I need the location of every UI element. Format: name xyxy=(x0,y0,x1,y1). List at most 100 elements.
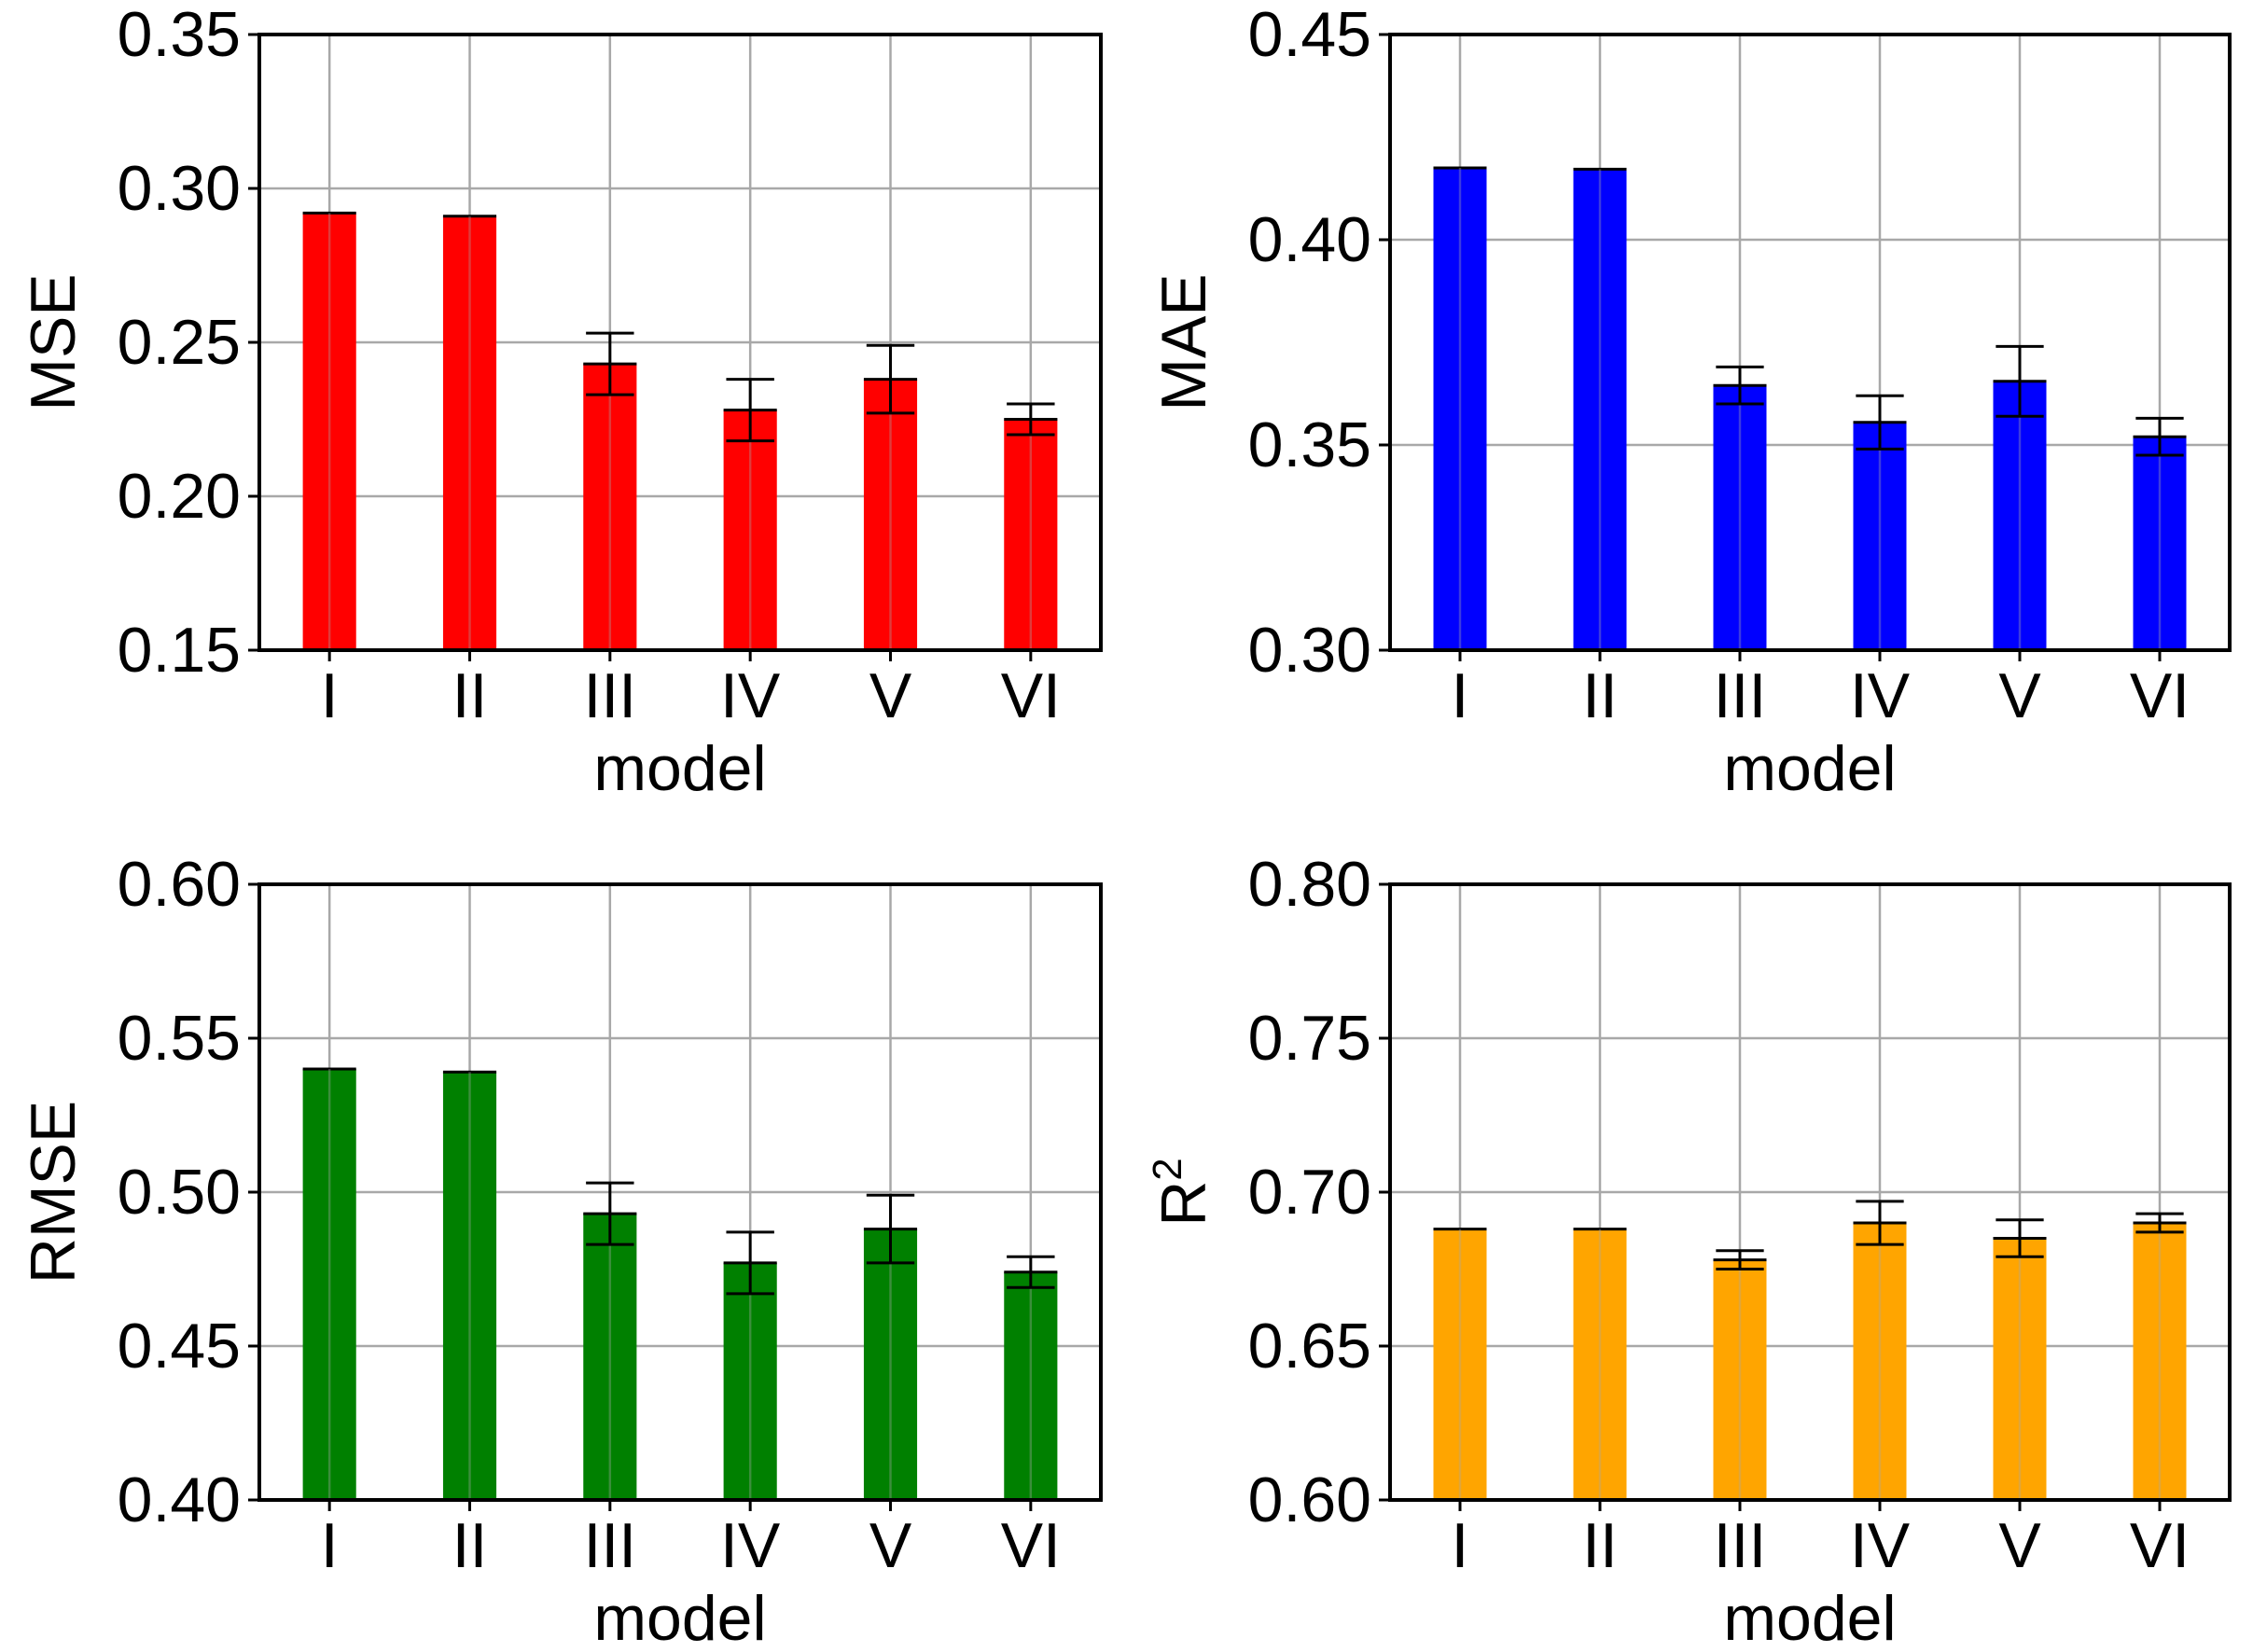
xtick-label-rmse-I: I xyxy=(321,1510,339,1581)
bar-rmse-I xyxy=(302,1069,356,1500)
xtick-label-mse-I: I xyxy=(321,660,339,731)
ytick-label-mse-2: 0.25 xyxy=(118,307,241,378)
xtick-label-r2-III: III xyxy=(1714,1510,1767,1581)
xtick-label-mse-IV: IV xyxy=(720,660,781,731)
xtick-label-mse-III: III xyxy=(583,660,636,731)
ytick-label-mse-1: 0.20 xyxy=(118,461,241,532)
bar-rmse-II xyxy=(442,1072,497,1500)
ylabel-mae: MAE xyxy=(1148,273,1219,410)
xtick-label-mae-V: V xyxy=(1998,660,2041,731)
xtick-label-rmse-VI: VI xyxy=(1001,1510,1061,1581)
xtick-label-mae-VI: VI xyxy=(2130,660,2190,731)
yticks-rmse: 0.40 0.45 0.50 0.55 0.60 xyxy=(118,849,259,1535)
bars-r2 xyxy=(1433,1221,2187,1500)
grid-r2 xyxy=(1390,882,2230,1502)
xtick-label-rmse-V: V xyxy=(869,1510,912,1581)
xticks-mae: I II III IV V VI xyxy=(1452,650,2190,731)
bar-mse-II xyxy=(442,215,497,650)
xlabel-r2: model xyxy=(1723,1583,1896,1652)
ylabel-r2-base: R xyxy=(1148,1181,1219,1227)
ytick-label-mse-0: 0.15 xyxy=(118,615,241,686)
bar-mse-I xyxy=(302,213,356,650)
bar-mae-I xyxy=(1433,168,1487,650)
bar-r2-V xyxy=(1993,1238,2047,1500)
xtick-label-mse-II: II xyxy=(452,660,488,731)
xtick-label-mae-I: I xyxy=(1452,660,1469,731)
xlabel-mse: model xyxy=(593,733,766,804)
ytick-label-rmse-3: 0.55 xyxy=(118,1003,241,1074)
ytick-label-r2-4: 0.80 xyxy=(1248,849,1371,920)
xtick-label-rmse-II: II xyxy=(452,1510,488,1581)
grid-overlay-rmse xyxy=(327,1069,1033,1500)
xtick-label-r2-VI: VI xyxy=(2130,1510,2190,1581)
xtick-label-r2-II: II xyxy=(1582,1510,1618,1581)
bar-mse-VI xyxy=(1004,419,1058,650)
yticks-mse: 0.15 0.20 0.25 0.30 0.35 xyxy=(118,0,259,686)
grid-mae xyxy=(1390,33,2230,652)
bar-mae-III xyxy=(1713,385,1767,650)
bar-r2-IV xyxy=(1853,1223,1907,1500)
xlabel-rmse: model xyxy=(593,1583,766,1652)
xtick-label-r2-V: V xyxy=(1998,1510,2041,1581)
xticks-mse: I II III IV V VI xyxy=(321,650,1061,731)
bar-mae-II xyxy=(1573,169,1627,650)
bars-mae xyxy=(1433,166,2187,650)
grid-overlay-r2 xyxy=(1458,1223,2162,1500)
ytick-label-rmse-1: 0.45 xyxy=(118,1311,241,1381)
ytick-label-mse-3: 0.30 xyxy=(118,153,241,224)
ytick-label-mae-3: 0.45 xyxy=(1248,0,1371,70)
xtick-label-mse-V: V xyxy=(869,660,912,731)
bar-rmse-VI xyxy=(1004,1271,1058,1500)
bar-rmse-III xyxy=(583,1214,637,1500)
grid-overlay-mse xyxy=(327,213,1033,650)
grid-mse xyxy=(259,33,1101,652)
xtick-label-mae-II: II xyxy=(1582,660,1618,731)
grid-rmse xyxy=(259,882,1101,1502)
ylabel-mse: MSE xyxy=(18,273,89,410)
bar-r2-VI xyxy=(2133,1223,2187,1500)
ytick-label-r2-3: 0.75 xyxy=(1248,1003,1371,1074)
ylabel-rmse: RMSE xyxy=(18,1101,89,1284)
xtick-label-rmse-III: III xyxy=(583,1510,636,1581)
bars-mse xyxy=(302,211,1058,650)
errorbars-rmse xyxy=(586,1181,1055,1296)
ylabel-r2-sup: 2 xyxy=(1145,1158,1190,1180)
ytick-label-rmse-0: 0.40 xyxy=(118,1465,241,1535)
xticks-rmse: I II III IV V VI xyxy=(321,1500,1061,1581)
bar-mse-IV xyxy=(723,410,777,650)
yticks-mae: 0.30 0.35 0.40 0.45 xyxy=(1248,0,1390,686)
bar-mae-IV xyxy=(1853,422,1907,650)
bar-mae-VI xyxy=(2133,437,2187,650)
ytick-label-mae-0: 0.30 xyxy=(1248,615,1371,686)
xtick-label-r2-I: I xyxy=(1452,1510,1469,1581)
bars-rmse xyxy=(302,1067,1058,1500)
errorbars-mae xyxy=(1716,344,2184,457)
xtick-label-mae-IV: IV xyxy=(1850,660,1911,731)
bar-rmse-IV xyxy=(723,1262,777,1500)
xtick-label-rmse-IV: IV xyxy=(720,1510,781,1581)
bar-mse-V xyxy=(863,379,918,650)
bar-rmse-V xyxy=(863,1229,918,1500)
ytick-label-r2-1: 0.65 xyxy=(1248,1311,1371,1381)
ytick-label-mae-1: 0.35 xyxy=(1248,410,1371,480)
xtick-label-r2-IV: IV xyxy=(1850,1510,1911,1581)
ytick-label-rmse-4: 0.60 xyxy=(118,849,241,920)
ytick-label-mse-4: 0.35 xyxy=(118,0,241,70)
ylabel-r2: R2 xyxy=(1145,1158,1219,1227)
xticks-r2: I II III IV V VI xyxy=(1452,1500,2190,1581)
frame-mae xyxy=(1388,33,2232,652)
errorbars-r2 xyxy=(1716,1200,2184,1270)
bar-mae-V xyxy=(1993,381,2047,650)
ytick-label-mae-2: 0.40 xyxy=(1248,204,1371,275)
bar-r2-III xyxy=(1713,1259,1767,1500)
yticks-r2: 0.60 0.65 0.70 0.75 0.80 xyxy=(1248,849,1390,1535)
bar-mse-III xyxy=(583,364,637,650)
xtick-label-mae-III: III xyxy=(1714,660,1767,731)
xlabel-mae: model xyxy=(1723,733,1896,804)
errorbars-mse xyxy=(586,331,1055,443)
bar-r2-I xyxy=(1433,1229,1487,1500)
ytick-label-r2-2: 0.70 xyxy=(1248,1157,1371,1228)
